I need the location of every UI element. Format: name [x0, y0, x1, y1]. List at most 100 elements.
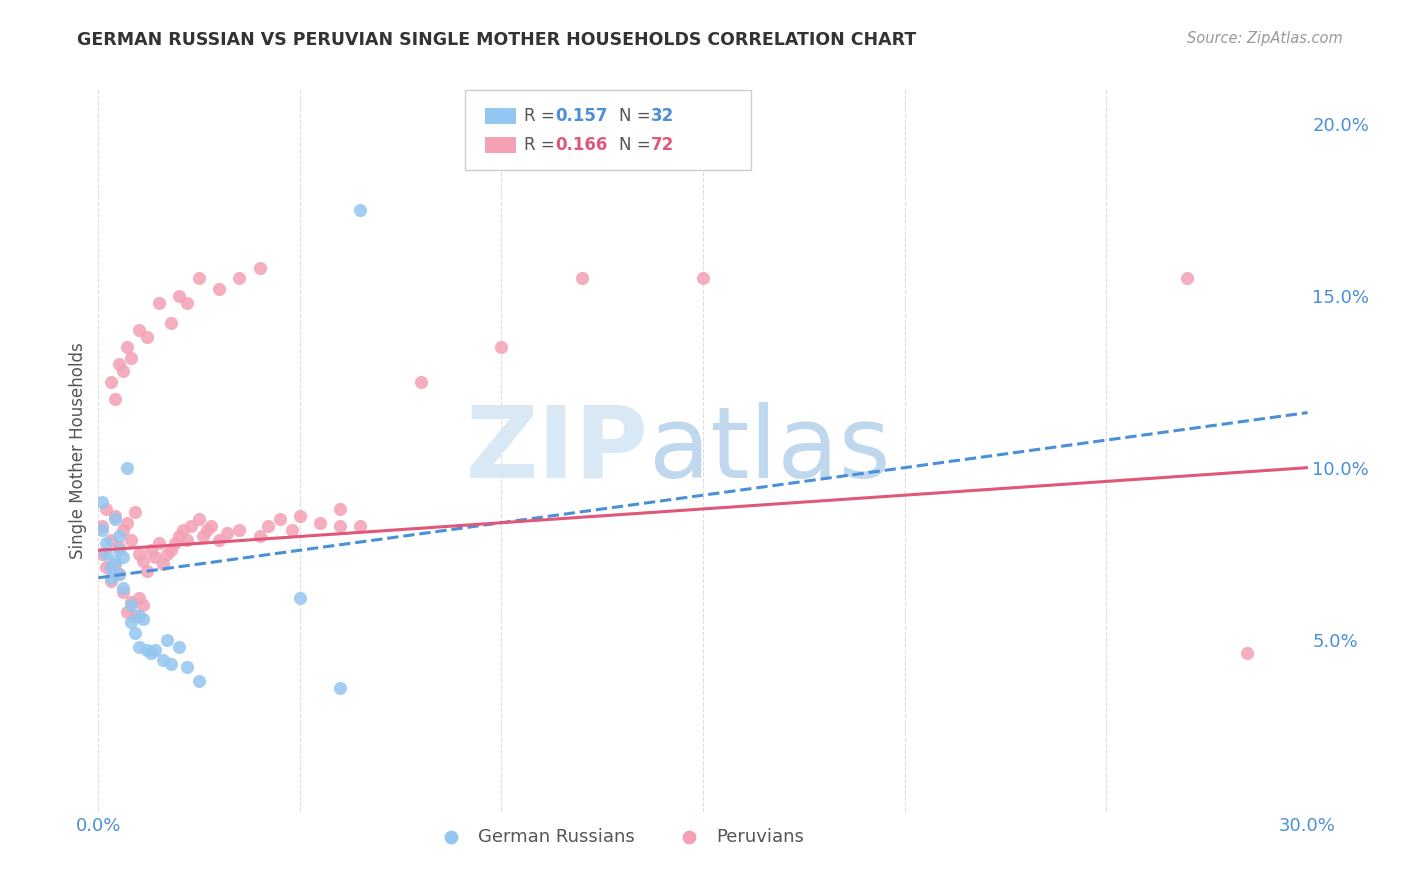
- Point: [111, 550, 134, 565]
- Point: [349, 202, 371, 217]
- Text: 72: 72: [651, 136, 675, 154]
- Point: [111, 581, 134, 595]
- Point: [208, 533, 231, 547]
- Point: [167, 640, 190, 654]
- Point: [329, 519, 352, 533]
- Point: [249, 261, 271, 276]
- Point: [124, 625, 146, 640]
- Text: N =: N =: [619, 136, 655, 154]
- Point: [349, 519, 371, 533]
- Point: [160, 657, 183, 671]
- Text: R =: R =: [524, 107, 561, 125]
- Point: [228, 271, 250, 285]
- Point: [128, 608, 150, 623]
- Point: [107, 567, 129, 582]
- Point: [107, 543, 129, 558]
- Point: [1175, 271, 1198, 285]
- Point: [107, 567, 129, 582]
- Point: [100, 560, 122, 574]
- Point: [176, 533, 198, 547]
- Point: [200, 519, 222, 533]
- Point: [96, 547, 118, 561]
- Point: [491, 340, 513, 354]
- Point: [120, 533, 142, 547]
- Text: GERMAN RUSSIAN VS PERUVIAN SINGLE MOTHER HOUSEHOLDS CORRELATION CHART: GERMAN RUSSIAN VS PERUVIAN SINGLE MOTHER…: [77, 31, 917, 49]
- Point: [111, 364, 134, 378]
- Point: [120, 615, 142, 630]
- Text: 0.157: 0.157: [555, 107, 607, 125]
- Point: [208, 282, 231, 296]
- Point: [188, 673, 211, 688]
- Point: [269, 512, 291, 526]
- Text: 0.166: 0.166: [555, 136, 607, 154]
- Point: [111, 584, 134, 599]
- Point: [160, 316, 183, 330]
- Point: [309, 516, 332, 530]
- Point: [163, 536, 186, 550]
- Point: [195, 523, 218, 537]
- Text: N =: N =: [619, 107, 655, 125]
- Point: [132, 599, 155, 613]
- Point: [115, 605, 138, 619]
- Point: [124, 505, 146, 519]
- Point: [96, 536, 118, 550]
- Point: [100, 533, 122, 547]
- Point: [172, 523, 194, 537]
- Point: [188, 271, 211, 285]
- Point: [167, 529, 190, 543]
- Text: 32: 32: [651, 107, 675, 125]
- Point: [188, 512, 211, 526]
- Point: [124, 608, 146, 623]
- Point: [91, 495, 114, 509]
- Point: [91, 547, 114, 561]
- Point: [132, 553, 155, 567]
- Point: [103, 508, 125, 523]
- Point: [156, 632, 179, 647]
- Point: [100, 574, 122, 589]
- Legend: German Russians, Peruvians: German Russians, Peruvians: [426, 821, 811, 854]
- Point: [148, 295, 170, 310]
- Point: [100, 571, 122, 585]
- Point: [135, 643, 157, 657]
- Point: [120, 351, 142, 365]
- Point: [100, 375, 122, 389]
- Point: [148, 536, 170, 550]
- Point: [288, 508, 311, 523]
- Text: Source: ZipAtlas.com: Source: ZipAtlas.com: [1187, 31, 1343, 46]
- Point: [329, 502, 352, 516]
- Point: [120, 595, 142, 609]
- Point: [139, 543, 162, 558]
- Point: [103, 557, 125, 571]
- Point: [115, 460, 138, 475]
- Point: [103, 392, 125, 406]
- Point: [571, 271, 593, 285]
- Text: atlas: atlas: [648, 402, 890, 499]
- Point: [1236, 647, 1258, 661]
- Point: [281, 523, 304, 537]
- Point: [107, 358, 129, 372]
- Point: [176, 295, 198, 310]
- Text: R =: R =: [524, 136, 561, 154]
- Point: [288, 591, 311, 606]
- Point: [409, 375, 432, 389]
- Point: [135, 330, 157, 344]
- Point: [692, 271, 714, 285]
- Point: [156, 547, 179, 561]
- Point: [107, 529, 129, 543]
- Point: [152, 653, 174, 667]
- Y-axis label: Single Mother Households: Single Mother Households: [69, 343, 87, 558]
- Point: [143, 550, 166, 565]
- Point: [91, 519, 114, 533]
- Point: [120, 599, 142, 613]
- Point: [329, 681, 352, 695]
- Point: [103, 512, 125, 526]
- Point: [115, 340, 138, 354]
- Point: [103, 553, 125, 567]
- Point: [152, 557, 174, 571]
- Point: [249, 529, 271, 543]
- Point: [128, 640, 150, 654]
- Point: [128, 547, 150, 561]
- Point: [96, 502, 118, 516]
- Point: [193, 529, 215, 543]
- Point: [143, 643, 166, 657]
